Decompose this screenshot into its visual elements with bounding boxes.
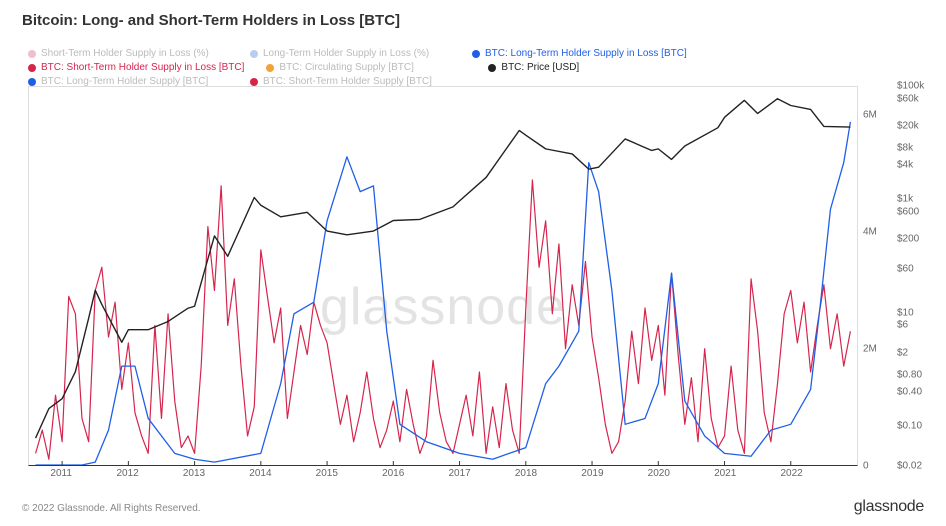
series-line [36,180,851,459]
legend-item[interactable]: BTC: Price [USD] [488,62,688,73]
legend-item[interactable]: Long-Term Holder Supply in Loss (%) [250,48,450,59]
legend-label: Long-Term Holder Supply in Loss (%) [263,48,429,59]
legend-label: Short-Term Holder Supply in Loss (%) [41,48,209,59]
series-line [36,99,851,438]
legend-label: BTC: Circulating Supply [BTC] [279,62,414,73]
y-axis-right: $100k$60k$20k$8k$4k$1k$600$200$60$10$6$2… [894,86,938,466]
y-right-tick-label: $6 [897,320,908,331]
copyright: © 2022 Glassnode. All Rights Reserved. [22,503,201,514]
x-tick-label: 2022 [780,468,802,479]
y-right-tick-label: $0.10 [897,421,922,432]
legend-label: BTC: Price [USD] [501,62,579,73]
chart-area: glassnode [28,86,858,466]
chart-title: Bitcoin: Long- and Short-Term Holders in… [22,12,400,29]
legend-item[interactable]: BTC: Long-Term Holder Supply in Loss [BT… [472,48,687,59]
x-tick-label: 2016 [382,468,404,479]
x-tick-label: 2011 [50,468,72,479]
y-right-tick-label: $600 [897,207,919,218]
y-right-tick-label: $200 [897,234,919,245]
legend-label: BTC: Long-Term Holder Supply in Loss [BT… [485,48,687,59]
y-right-tick-label: $1k [897,194,913,205]
plot-svg [29,87,857,465]
legend-dot [250,50,258,58]
legend-item[interactable]: Short-Term Holder Supply in Loss (%) [28,48,228,59]
legend-dot [28,78,36,86]
y-right-tick-label: $60k [897,93,919,104]
brand-logo: glassnode [854,498,924,516]
y-right-tick-label: $2 [897,347,908,358]
x-tick-label: 2012 [116,468,138,479]
legend-dot [250,78,258,86]
x-tick-label: 2020 [648,468,670,479]
legend: Short-Term Holder Supply in Loss (%) Long… [28,48,856,90]
y-right-tick-label: $10 [897,307,914,318]
legend-item[interactable]: BTC: Short-Term Holder Supply in Loss [B… [28,62,244,73]
legend-dot [28,50,36,58]
x-tick-label: 2013 [183,468,205,479]
series-line [36,122,851,465]
y-axis-left: 02M4M6M [860,86,888,466]
y-right-tick-label: $0.02 [897,461,922,472]
y-left-tick-label: 6M [863,110,877,121]
y-left-tick-label: 4M [863,227,877,238]
y-right-tick-label: $100k [897,81,924,92]
y-right-tick-label: $0.80 [897,370,922,381]
legend-dot [28,64,36,72]
legend-dot [266,64,274,72]
y-left-tick-label: 2M [863,344,877,355]
x-tick-label: 2015 [316,468,338,479]
x-axis-labels: 2011 2012 2013 2014 2015 2016 2017 2018 2019 2020… [28,468,858,482]
y-right-tick-label: $0.40 [897,387,922,398]
legend-label: BTC: Short-Term Holder Supply in Loss [B… [41,62,244,73]
y-right-tick-label: $8k [897,143,913,154]
legend-item[interactable]: BTC: Circulating Supply [BTC] [266,62,466,73]
x-tick-label: 2021 [714,468,736,479]
y-left-tick-label: 0 [863,461,869,472]
y-right-tick-label: $60 [897,263,914,274]
x-tick-label: 2018 [515,468,537,479]
legend-dot [472,50,480,58]
y-right-tick-label: $20k [897,120,919,131]
y-right-tick-label: $4k [897,160,913,171]
legend-dot [488,64,496,72]
x-tick-label: 2017 [448,468,470,479]
x-tick-label: 2014 [249,468,271,479]
x-tick-label: 2019 [581,468,603,479]
